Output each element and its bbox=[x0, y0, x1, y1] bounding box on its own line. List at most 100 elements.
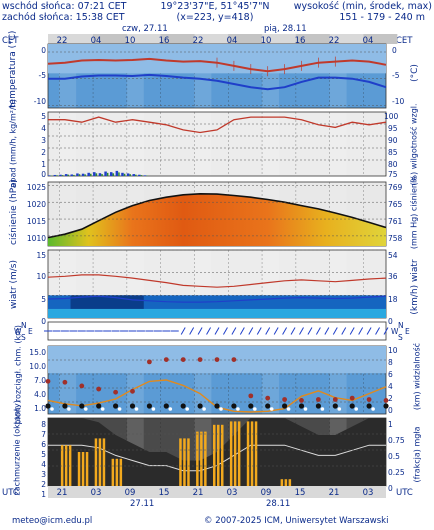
cloud-top-dot bbox=[366, 397, 372, 402]
footer-copyright: © 2007-2025 ICM, Uniwersytet Warszawski bbox=[204, 516, 389, 526]
cloudbase-ytick: 15.0 bbox=[29, 348, 46, 357]
humidity-ytick: 100 bbox=[384, 112, 399, 121]
wind-arrow bbox=[273, 327, 279, 335]
temp-ytick-right: -5 bbox=[392, 71, 400, 80]
wind-arrow bbox=[231, 327, 237, 335]
fog-bar bbox=[81, 452, 85, 486]
fog-bar bbox=[254, 421, 258, 486]
cloud-base-dot bbox=[197, 403, 203, 409]
wind-arrow bbox=[248, 327, 254, 335]
precip-bar bbox=[81, 173, 85, 176]
hour-top: 04 bbox=[226, 36, 238, 46]
fog-bar bbox=[183, 438, 186, 486]
precip-time-band bbox=[329, 112, 347, 176]
cloud-base-dot bbox=[298, 403, 305, 409]
compass-s-right: S bbox=[398, 333, 403, 342]
timezone-right: CET bbox=[396, 36, 413, 46]
precip-bar bbox=[121, 172, 124, 176]
hour-bottom: 21 bbox=[328, 488, 340, 498]
precip-bar bbox=[87, 172, 90, 176]
precip-bar bbox=[126, 173, 130, 176]
visibility-ylabel: (km) widzialność bbox=[412, 342, 422, 411]
wind-arrow bbox=[341, 327, 347, 335]
precip-bar bbox=[138, 174, 141, 176]
fog-bar bbox=[64, 445, 68, 486]
temp-ylabel: temperatura (°C) bbox=[8, 30, 18, 108]
fog-bar bbox=[246, 421, 250, 486]
wind-arrow bbox=[290, 327, 296, 335]
fog-bar bbox=[102, 438, 106, 486]
cloud-base-panel bbox=[45, 345, 392, 415]
hour-bottom: 09 bbox=[124, 488, 136, 498]
wind-kmh-ytick: 18 bbox=[388, 295, 398, 304]
precip-ytick: 5 bbox=[41, 112, 46, 121]
cloud-top-dot bbox=[214, 357, 220, 362]
timezone-left: CET bbox=[2, 36, 19, 46]
hour-strip-band bbox=[228, 34, 263, 44]
footer-email[interactable]: meteo@icm.edu.pl bbox=[12, 516, 93, 526]
hour-top: 04 bbox=[362, 36, 374, 46]
humidity-ytick: 75 bbox=[388, 170, 398, 179]
precip-bar bbox=[132, 174, 135, 176]
precip-bar bbox=[56, 175, 58, 176]
cloud-top-dot bbox=[79, 383, 85, 389]
pressure-line bbox=[47, 192, 387, 239]
cloud-ytick: 3 bbox=[41, 470, 46, 479]
wind-band-light bbox=[48, 308, 386, 318]
cloud-top-dot bbox=[96, 386, 102, 392]
hour-top: 04 bbox=[90, 36, 102, 46]
precip-panel-border bbox=[47, 111, 387, 177]
day-bottom-1: 27.11 bbox=[130, 499, 155, 509]
wind-ytick: 5 bbox=[41, 295, 46, 304]
hour-bottom: 15 bbox=[158, 488, 170, 498]
wind-gust-line bbox=[47, 274, 387, 288]
precip-bar bbox=[64, 174, 68, 176]
cloud-base-dot bbox=[163, 403, 169, 409]
compass-w-right: W bbox=[391, 327, 399, 336]
precip-bar bbox=[106, 172, 109, 176]
fog-ytick: 0 bbox=[388, 484, 393, 493]
pressure-mm-ylabel: (mm Hg) ciśnienie bbox=[409, 175, 419, 250]
hour-bottom: 21 bbox=[192, 488, 204, 498]
precip-bar bbox=[70, 174, 74, 176]
cloud-low-dot bbox=[50, 407, 54, 411]
wind-arrow bbox=[282, 327, 288, 335]
wind-arrow bbox=[383, 327, 389, 335]
humidity-ytick: 80 bbox=[388, 160, 398, 169]
cloud-top-dot bbox=[299, 398, 304, 403]
wind-arrow bbox=[206, 327, 211, 335]
hour-bottom: 03 bbox=[226, 488, 238, 498]
cloud-low-dot bbox=[134, 407, 139, 411]
cloud-base-dot bbox=[214, 403, 220, 409]
wind-ytick: 10 bbox=[36, 272, 46, 281]
precip-time-band bbox=[262, 112, 279, 176]
cloud-low-dot bbox=[202, 407, 206, 411]
cloud-base-dot bbox=[231, 403, 237, 409]
precip-bar bbox=[112, 173, 115, 176]
cloud-low-dot bbox=[84, 407, 88, 411]
hour-strip-band bbox=[295, 34, 330, 44]
hour-bottom: 21 bbox=[56, 488, 68, 498]
precip-ytick: 1 bbox=[41, 160, 46, 169]
cloud-top-dot bbox=[163, 357, 169, 362]
cloud-base-dot bbox=[45, 403, 51, 409]
cloud-ylabel: zachmurzenie (oktanty) bbox=[12, 400, 22, 496]
cloud-low-dot bbox=[269, 407, 274, 411]
wind-arrow bbox=[256, 327, 262, 335]
compass-n: N bbox=[21, 321, 27, 330]
wind-arrow bbox=[366, 327, 372, 335]
pressure-mm-ytick: 765 bbox=[388, 200, 403, 209]
grid-text: (x=223, y=418) bbox=[176, 12, 254, 23]
cloud-low-dot bbox=[303, 407, 308, 411]
hour-top: 10 bbox=[124, 36, 136, 46]
cloudbase-ytick: 7.0 bbox=[34, 376, 46, 385]
cloud-base-dot bbox=[366, 403, 372, 409]
visibility-ytick: 2 bbox=[388, 394, 393, 403]
precip-bar bbox=[61, 175, 64, 176]
cloud-top-dot bbox=[62, 379, 68, 385]
utc-left: UTC bbox=[2, 488, 19, 498]
fog-bar bbox=[250, 421, 254, 486]
hour-bottom: 03 bbox=[90, 488, 102, 498]
temp-ytick: -10 bbox=[33, 97, 46, 106]
